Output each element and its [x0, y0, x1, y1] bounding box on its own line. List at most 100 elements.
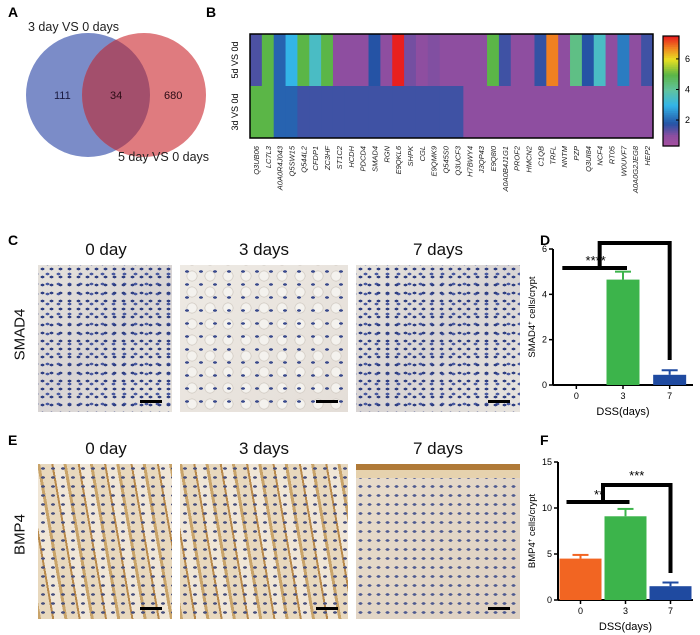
heatmap-cell [404, 34, 417, 87]
heatmap-cell [534, 86, 547, 139]
colorbar-segment [663, 41, 679, 44]
row-label-bmp4: BMP4 [11, 514, 29, 555]
colorbar-segment [663, 72, 679, 76]
scale-bar [316, 607, 338, 610]
heatmap-cell [522, 34, 535, 87]
colorbar-tick-label: 6 [685, 54, 690, 64]
colorbar-segment [663, 144, 679, 147]
y-tick-label: 2 [542, 335, 547, 345]
colorbar-segment [663, 78, 679, 81]
heatmap-column-label: E9Q8I0 [489, 145, 498, 171]
colorbar-segment [663, 98, 679, 101]
colorbar-segment [663, 58, 679, 61]
y-tick-label: 6 [542, 244, 547, 254]
colorbar-segment [663, 140, 679, 143]
heatmap-cell [415, 34, 429, 87]
colorbar-segment [663, 131, 679, 134]
heatmap-cell [439, 34, 452, 87]
heatmap-cell [570, 86, 583, 139]
y-axis-label: BMP4+ cells/crypt [527, 494, 538, 569]
heatmap-column-label: HEP2 [643, 145, 652, 165]
heatmap-column-label: CFDP1 [311, 146, 320, 171]
colorbar-segment [663, 102, 679, 105]
x-tick-label: 3 [623, 606, 628, 616]
heatmap-column-label: C1QB [536, 146, 545, 166]
colorbar-segment [663, 113, 679, 116]
heading-0-day: 0 day [85, 240, 127, 259]
heatmap-cell [629, 34, 642, 87]
significance-label: *** [629, 468, 644, 483]
heatmap-cell [297, 86, 310, 139]
y-tick-label: 4 [542, 289, 547, 299]
y-tick-label: 0 [542, 380, 547, 390]
colorbar-segment [663, 52, 679, 55]
colorbar-tick-label: 2 [685, 115, 690, 125]
heatmap: 5d VS 0d 3d VS 0d Q3UB06 LC7L3 A0A0R4J043 Q5S… [230, 33, 690, 194]
heatmap-column-label: HCDH [347, 145, 356, 167]
colorbar-segment [663, 80, 679, 83]
scale-bar [140, 607, 162, 610]
heatmap-column-label: Q544L2 [299, 145, 308, 173]
panel-label-a: A [8, 4, 19, 20]
venn-diagram: 3 day VS 0 days 5 day VS 0 days 111 34 6… [26, 20, 209, 164]
colorbar-segment [663, 70, 679, 74]
y-tick-label: 15 [542, 457, 552, 467]
heatmap-cell [581, 34, 595, 87]
heading-7-days-bmp4: 7 days [412, 439, 464, 458]
heatmap-cell [356, 86, 370, 139]
colorbar-segment [663, 138, 679, 142]
heatmap-cell [463, 86, 476, 139]
colorbar-segment [663, 94, 679, 98]
heading-3-days: 3 days [238, 240, 290, 259]
colorbar-segment [663, 67, 679, 70]
y-tick-label: 5 [547, 549, 552, 559]
heatmap-cell [250, 34, 263, 87]
colorbar-segment [663, 48, 679, 52]
significance-bracket [597, 241, 672, 360]
heading-3-days-bmp4: 3 days [238, 439, 290, 458]
x-tick-label: 0 [574, 391, 579, 401]
significance-label: *** [627, 235, 642, 241]
heatmap-column-label: A0A0R4J043 [276, 145, 285, 191]
venn-only-2-count: 680 [164, 90, 182, 102]
significance-label: **** [586, 253, 606, 268]
colorbar-segment [663, 125, 679, 129]
colorbar-tick-label: 4 [685, 84, 690, 94]
significance-label: ** [594, 487, 604, 502]
colorbar-segment [663, 85, 679, 88]
venn-set-2-label: 5 day VS 0 days [118, 150, 209, 164]
venn-overlap-count: 34 [110, 90, 122, 102]
heatmap-column-label: W0UVF7 [619, 145, 628, 176]
x-tick-label: 0 [578, 606, 583, 616]
colorbar-segment [663, 76, 679, 79]
heatmap-column-label: PDCD4 [359, 146, 368, 171]
heatmap-column-label: A0A0B4J1G1 [501, 146, 510, 192]
heatmap-column-label: RT05 [608, 145, 617, 164]
y-tick-label: 10 [542, 503, 552, 513]
scale-bar [140, 400, 162, 403]
colorbar-segment [663, 81, 679, 85]
heatmap-cell [368, 34, 381, 87]
y-axis-label: SMAD4+ cells/crypt [527, 276, 538, 357]
heatmap-column-label: NNTM [560, 145, 569, 167]
heatmap-column-label: Q3UI84 [584, 146, 593, 172]
colorbar-segment [663, 43, 679, 46]
heatmap-cell [510, 86, 524, 139]
heatmap-cell [546, 34, 559, 87]
heatmap-column-label: RGN [382, 145, 391, 162]
colorbar-segment [663, 133, 679, 136]
heatmap-column-label: LC7L3 [264, 145, 273, 168]
panel-label-b: B [206, 4, 217, 20]
image-smad4-0-day [38, 265, 172, 412]
heatmap-cell [285, 34, 298, 87]
colorbar-segment [663, 129, 679, 132]
heatmap-column-label: Q5SW15 [287, 145, 296, 176]
heatmap-cell [321, 86, 334, 139]
colorbar-segment [663, 92, 679, 96]
bar [606, 279, 640, 385]
colorbar-segment [663, 135, 679, 138]
image-bmp4-7-days [356, 464, 520, 619]
bar [649, 586, 692, 600]
